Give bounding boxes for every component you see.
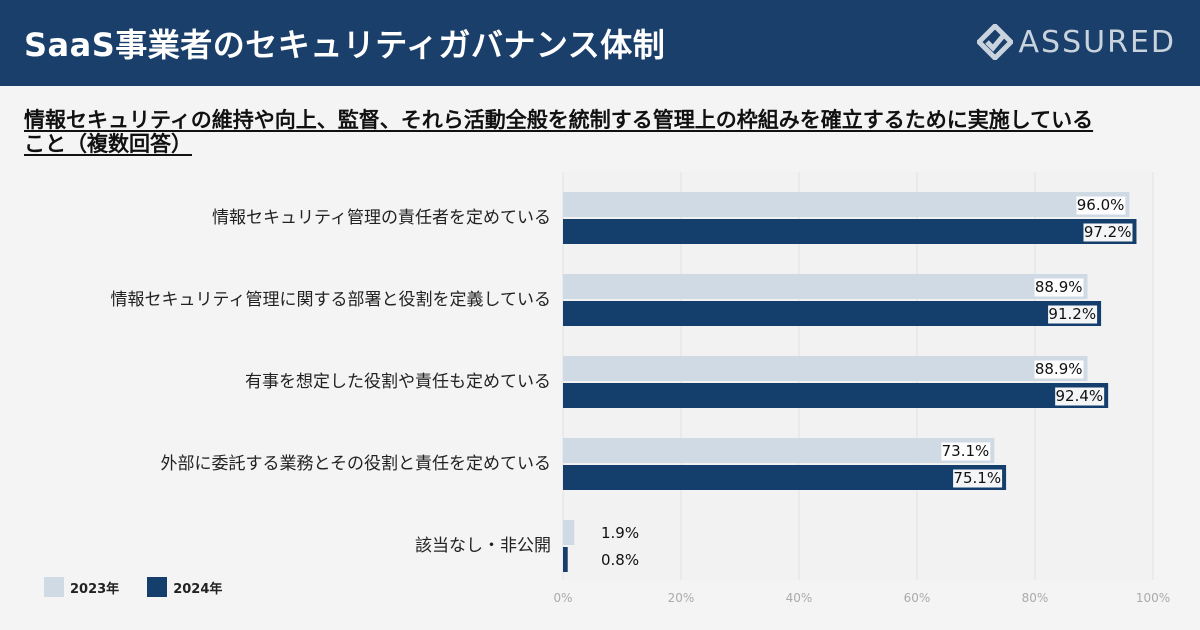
data-label: 73.1% <box>942 442 990 460</box>
data-label: 92.4% <box>1056 387 1104 405</box>
legend-swatch-2023 <box>44 577 64 597</box>
legend-label-2024: 2024年 <box>173 581 223 597</box>
bar <box>563 356 1088 381</box>
page-title: SaaS事業者のセキュリティガバナンス体制 <box>24 26 666 64</box>
chart-question: 情報セキュリティの維持や向上、監督、それら活動全般を統制する管理上の枠組みを確立… <box>24 108 1114 156</box>
bar <box>563 219 1137 244</box>
data-label: 1.9% <box>601 524 639 542</box>
data-label-bg <box>1048 305 1098 324</box>
x-tick-label: 100% <box>1136 591 1170 605</box>
data-label-bg <box>1083 223 1133 242</box>
data-label: 0.8% <box>601 551 639 569</box>
x-tick-label: 20% <box>668 591 695 605</box>
bar <box>563 520 575 545</box>
data-label-bg <box>953 469 1003 488</box>
x-tick-label: 80% <box>1022 591 1049 605</box>
bar <box>563 274 1088 299</box>
legend-item-2023: 2023年 <box>44 577 119 597</box>
data-label: 96.0% <box>1077 196 1125 214</box>
header-banner: SaaS事業者のセキュリティガバナンス体制 ASSURED <box>0 0 1200 86</box>
bar <box>563 547 568 572</box>
data-label: 91.2% <box>1048 305 1096 323</box>
brand-name: ASSURED <box>1018 24 1176 60</box>
category-label: 情報セキュリティ管理に関する部署と役割を定義している <box>111 290 551 310</box>
chart-legend: 2023年 2024年 <box>44 577 222 597</box>
bar <box>563 438 995 463</box>
x-tick-label: 60% <box>904 591 931 605</box>
category-label: 該当なし・非公開 <box>415 536 551 556</box>
bar <box>563 383 1109 408</box>
legend-label-2023: 2023年 <box>70 581 120 597</box>
data-label: 88.9% <box>1035 360 1083 378</box>
chart-question-text: 情報セキュリティの維持や向上、監督、それら活動全般を統制する管理上の枠組みを確立… <box>24 108 1094 156</box>
data-label-bg <box>1076 196 1126 215</box>
brand-logo: ASSURED <box>976 22 1176 62</box>
data-label: 88.9% <box>1035 278 1083 296</box>
bar <box>563 192 1130 217</box>
category-label: 情報セキュリティ管理の責任者を定めている <box>212 208 551 228</box>
data-label-bg <box>1055 387 1105 406</box>
data-label-bg <box>1034 278 1084 297</box>
legend-swatch-2024 <box>147 577 168 597</box>
bar <box>563 301 1102 326</box>
x-tick-label: 0% <box>553 591 572 605</box>
legend-item-2024: 2024年 <box>147 577 222 597</box>
category-label: 外部に委託する業務とその役割と責任を定めている <box>161 454 552 474</box>
data-label-bg <box>1034 360 1084 379</box>
x-tick-label: 40% <box>786 591 813 605</box>
category-label: 有事を想定した役割や責任も定めている <box>245 372 551 392</box>
assured-logo-icon <box>976 24 1013 60</box>
data-label-bg <box>941 442 991 461</box>
data-label: 97.2% <box>1084 223 1132 241</box>
bar <box>563 465 1007 490</box>
data-label: 75.1% <box>953 469 1001 487</box>
